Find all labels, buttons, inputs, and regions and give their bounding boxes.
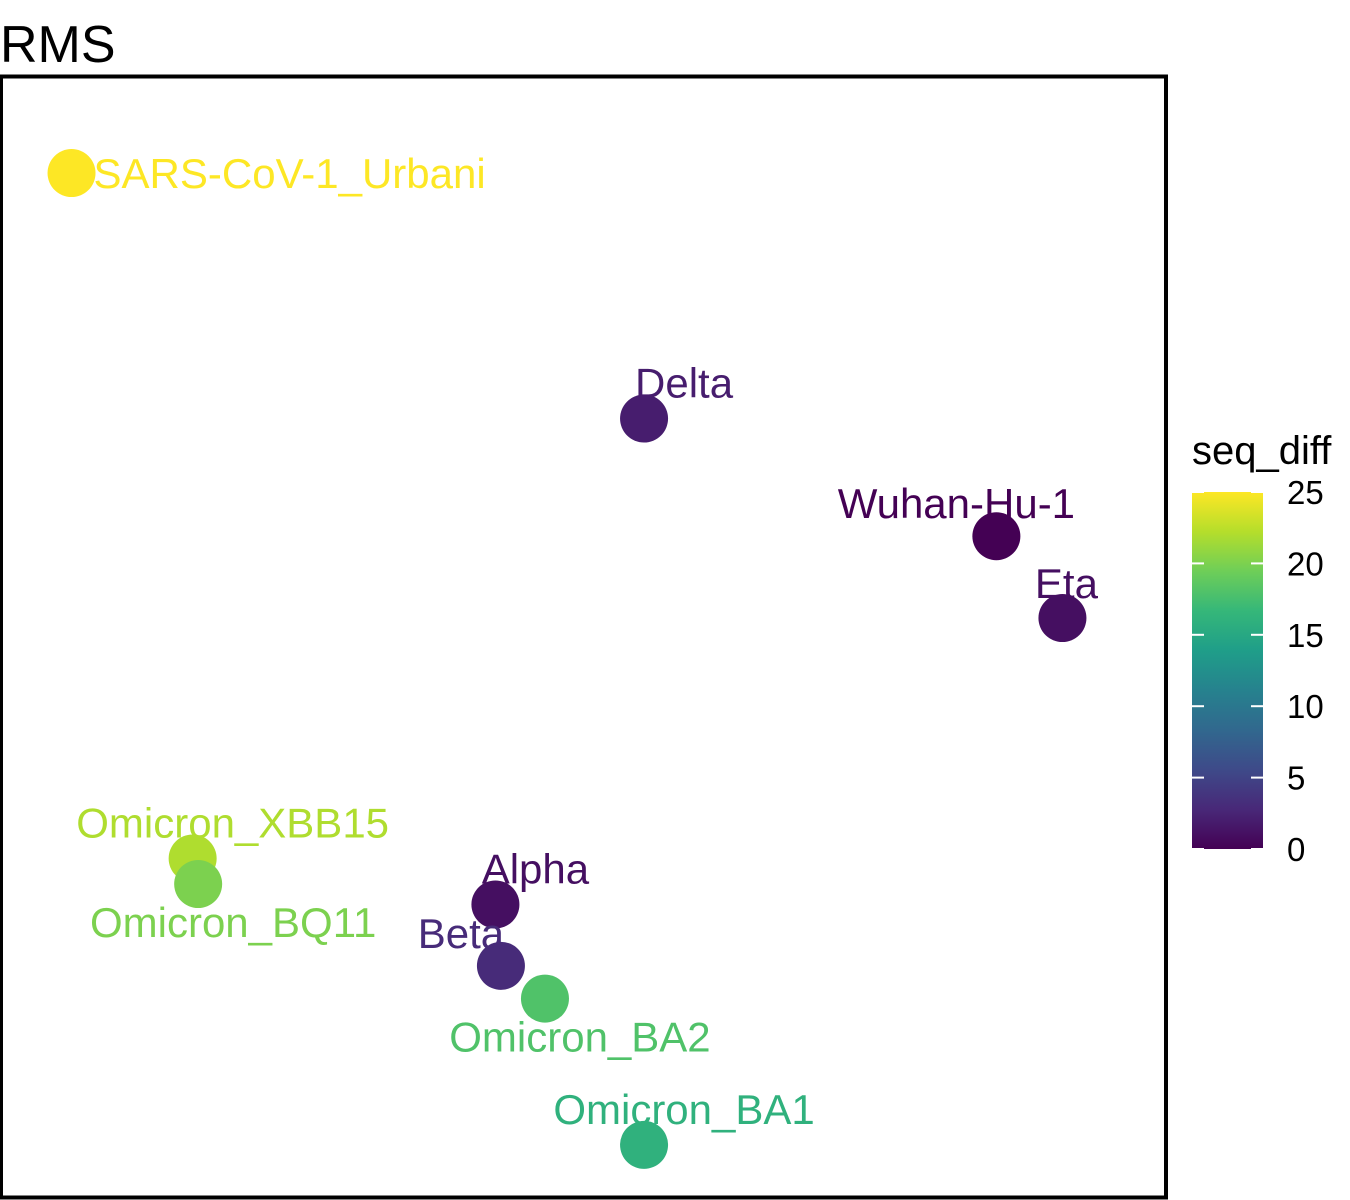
- legend-tick-label: 25: [1287, 474, 1324, 511]
- point-label-omicron_ba2: Omicron_BA2: [449, 1014, 710, 1061]
- point-label-omicron_xbb15: Omicron_XBB15: [76, 799, 389, 846]
- point-label-alpha: Alpha: [482, 845, 590, 892]
- point-label-omicron_ba1: Omicron_BA1: [553, 1086, 814, 1133]
- point-omicron_ba2: [520, 974, 569, 1023]
- chart-title: RMS: [0, 16, 116, 74]
- legend-ticks: 0 5 10 15 20 25: [1192, 474, 1324, 868]
- point-eta: [1038, 594, 1087, 643]
- point-omicron_ba1: [620, 1120, 669, 1169]
- legend-tick-label: 5: [1287, 760, 1305, 797]
- point-wuhan-hu-1: [972, 512, 1021, 561]
- point-alpha: [471, 880, 520, 929]
- point-sars-cov-1_urbani: [47, 149, 96, 198]
- legend-tick-label: 0: [1287, 831, 1305, 868]
- colorbar: [1192, 492, 1263, 849]
- points-layer: [47, 149, 1087, 1169]
- point-label-beta: Beta: [418, 910, 505, 957]
- legend: seq_diff 0 5 10 15 20 25: [1192, 429, 1332, 868]
- point-label-delta: Delta: [635, 360, 734, 407]
- point-beta: [476, 941, 525, 990]
- point-label-sars-cov-1_urbani: SARS-CoV-1_Urbani: [94, 150, 486, 197]
- point-label-wuhan-hu-1: Wuhan-Hu-1: [838, 480, 1075, 527]
- legend-tick-label: 10: [1287, 688, 1324, 725]
- point-label-omicron_bq11: Omicron_BQ11: [90, 899, 376, 946]
- point-label-eta: Eta: [1035, 560, 1099, 607]
- labels-layer: SARS-CoV-1_Urbani Delta Wuhan-Hu-1 Eta Omicr…: [76, 150, 1098, 1133]
- legend-tick-label: 15: [1287, 617, 1324, 654]
- point-delta: [620, 394, 669, 443]
- point-omicron_bq11: [174, 860, 223, 909]
- plot-panel: [0, 74, 1168, 1200]
- legend-title: seq_diff: [1192, 429, 1332, 473]
- legend-tick-label: 20: [1287, 545, 1324, 582]
